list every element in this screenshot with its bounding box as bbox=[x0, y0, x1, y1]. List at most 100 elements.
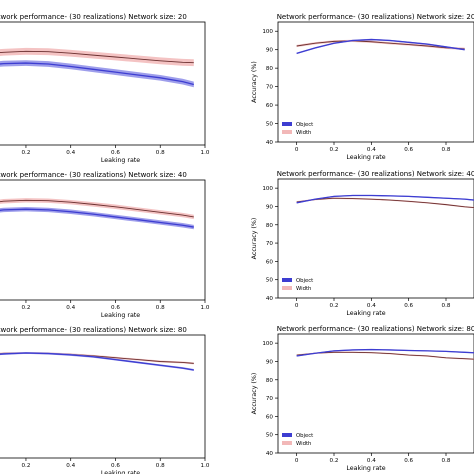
y-tick-label: 50 bbox=[266, 122, 274, 128]
y-axis-label: Accuracy (%) bbox=[251, 218, 258, 260]
y-tick-label: 40 bbox=[266, 140, 274, 146]
y-axis-label: Accuracy (%) bbox=[251, 61, 258, 103]
plot-data bbox=[0, 198, 194, 230]
x-tick-label: 0.6 bbox=[404, 458, 413, 464]
x-tick-label: 0.8 bbox=[156, 463, 165, 469]
y-tick-label: 50 bbox=[266, 278, 274, 284]
series-line-object bbox=[0, 208, 194, 228]
chart-title: Network performance- (30 realizations) N… bbox=[277, 13, 474, 21]
legend-label-object: Object bbox=[296, 278, 313, 284]
series-line-width bbox=[296, 351, 474, 360]
y-axis-label: Accuracy (%) bbox=[251, 373, 258, 415]
legend-swatch-object bbox=[282, 122, 292, 126]
plot-data bbox=[296, 194, 474, 209]
x-tick-label: 0.8 bbox=[156, 150, 165, 156]
legend-swatch-object bbox=[282, 433, 292, 437]
y-tick-label: 70 bbox=[266, 396, 274, 402]
x-tick-label: 0.4 bbox=[367, 458, 376, 464]
x-tick-label: 0.2 bbox=[330, 458, 339, 464]
series-band-width bbox=[296, 39, 465, 50]
series-band-object bbox=[0, 206, 194, 230]
y-tick-label: 70 bbox=[266, 85, 274, 91]
chart-panel-ns40-left: Network performance- (30 realizations) N… bbox=[0, 171, 210, 319]
x-tick-label: 0.4 bbox=[66, 150, 75, 156]
x-tick-label: 0.4 bbox=[66, 463, 75, 469]
x-axis-label: Leaking rate bbox=[346, 465, 385, 472]
plot-frame bbox=[0, 179, 206, 301]
y-tick-label: 40 bbox=[266, 451, 274, 457]
series-line-object bbox=[0, 352, 194, 371]
legend-label-object: Object bbox=[296, 433, 313, 439]
x-tick-label: 0.6 bbox=[111, 150, 120, 156]
x-tick-label: 0 bbox=[295, 147, 299, 153]
legend: Object Width bbox=[282, 278, 313, 292]
plot-frame bbox=[0, 334, 206, 459]
x-tick-label: 0.8 bbox=[442, 147, 451, 153]
x-tick-label: 0.8 bbox=[442, 458, 451, 464]
x-tick-label: 0.4 bbox=[66, 305, 75, 311]
x-tick-label: 0.2 bbox=[330, 303, 339, 309]
y-tick-label: 80 bbox=[266, 223, 274, 229]
series-line-width bbox=[296, 40, 465, 50]
series-band-object bbox=[0, 352, 194, 371]
y-tick-label: 90 bbox=[266, 48, 274, 54]
x-tick-label: 0.6 bbox=[404, 147, 413, 153]
plot-frame bbox=[277, 178, 474, 299]
plot-frame bbox=[277, 21, 474, 143]
y-tick-label: 60 bbox=[266, 103, 274, 109]
x-tick-label: 1.0 bbox=[201, 463, 210, 469]
x-tick-label: 0 bbox=[295, 303, 299, 309]
chart-panel-ns40-right: Network performance- (30 realizations) N… bbox=[251, 170, 474, 317]
chart-panel-ns80-right: Network performance- (30 realizations) N… bbox=[251, 325, 474, 472]
chart-panel-ns20-right: Network performance- (30 realizations) N… bbox=[251, 13, 474, 161]
x-tick-label: 0 bbox=[295, 458, 299, 464]
x-tick-label: 0.2 bbox=[21, 463, 30, 469]
y-tick-label: 100 bbox=[262, 341, 273, 347]
x-tick-label: 0.6 bbox=[111, 463, 120, 469]
x-axis-label: Leaking rate bbox=[346, 310, 385, 317]
legend: Object Width bbox=[282, 122, 313, 136]
y-tick-label: 80 bbox=[266, 66, 274, 72]
y-tick-label: 70 bbox=[266, 241, 274, 247]
chart-title: Network performance- (30 realizations) N… bbox=[0, 171, 187, 179]
y-tick-label: 40 bbox=[266, 296, 274, 302]
chart-title: Network performance- (30 realizations) N… bbox=[0, 326, 187, 334]
x-tick-label: 0.4 bbox=[367, 303, 376, 309]
y-tick-label: 90 bbox=[266, 204, 274, 210]
series-line-width bbox=[296, 197, 474, 209]
chart-panel-ns80-left: Network performance- (30 realizations) N… bbox=[0, 326, 210, 474]
plot-data bbox=[296, 38, 465, 55]
y-tick-label: 100 bbox=[262, 29, 273, 35]
legend-swatch-object bbox=[282, 278, 292, 282]
x-tick-label: 0.2 bbox=[330, 147, 339, 153]
x-axis-label: Leaking rate bbox=[101, 157, 140, 164]
series-line-object bbox=[296, 38, 465, 55]
chart-title: Network performance- (30 realizations) N… bbox=[277, 325, 474, 333]
y-tick-label: 60 bbox=[266, 259, 274, 265]
x-tick-label: 0.6 bbox=[404, 303, 413, 309]
y-tick-label: 90 bbox=[266, 359, 274, 365]
series-line-width bbox=[0, 50, 194, 64]
legend-label-width: Width bbox=[296, 286, 311, 292]
x-axis-label: Leaking rate bbox=[101, 470, 140, 474]
series-line-width bbox=[0, 199, 194, 218]
legend-label-width: Width bbox=[296, 441, 311, 447]
plot-data bbox=[296, 348, 474, 360]
x-tick-label: 0.2 bbox=[21, 150, 30, 156]
x-tick-label: 0.8 bbox=[442, 303, 451, 309]
plot-data bbox=[0, 352, 194, 371]
series-band-width bbox=[0, 47, 194, 67]
legend-swatch-width bbox=[282, 286, 292, 290]
y-tick-label: 50 bbox=[266, 433, 274, 439]
series-line-object bbox=[0, 62, 194, 86]
y-tick-label: 60 bbox=[266, 414, 274, 420]
x-tick-label: 0.6 bbox=[111, 305, 120, 311]
legend-swatch-width bbox=[282, 130, 292, 134]
x-axis-label: Leaking rate bbox=[346, 154, 385, 161]
y-tick-label: 80 bbox=[266, 378, 274, 384]
plot-frame bbox=[277, 333, 474, 454]
x-tick-label: 1.0 bbox=[201, 305, 210, 311]
x-tick-label: 0.8 bbox=[156, 305, 165, 311]
plot-data bbox=[0, 47, 194, 88]
plot-frame bbox=[0, 21, 206, 146]
